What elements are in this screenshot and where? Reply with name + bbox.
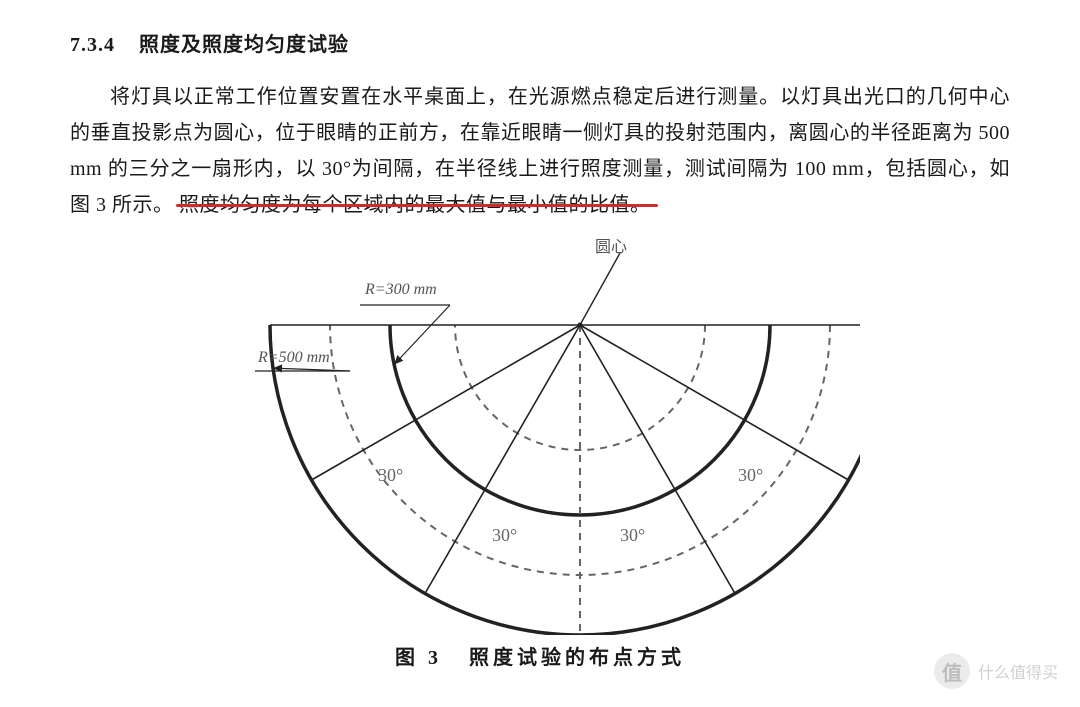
angle-label-3: 30° bbox=[620, 525, 645, 546]
radius-label-500: R=500 mm bbox=[258, 349, 330, 367]
angle-label-4: 30° bbox=[738, 465, 763, 486]
watermark-text: 什么值得买 bbox=[978, 659, 1058, 683]
figure-title: 照度试验的布点方式 bbox=[469, 647, 685, 669]
watermark: 值 什么值得买 bbox=[934, 653, 1058, 689]
angle-label-2: 30° bbox=[492, 525, 517, 546]
red-underline bbox=[176, 204, 658, 207]
figure-caption: 图 3 照度试验的布点方式 bbox=[70, 641, 1010, 670]
figure-number: 图 3 bbox=[395, 647, 442, 669]
watermark-badge-icon: 值 bbox=[934, 653, 970, 689]
section-title: 照度及照度均匀度试验 bbox=[139, 34, 349, 56]
section-heading: 7.3.4 照度及照度均匀度试验 bbox=[70, 28, 1010, 57]
body-paragraph: 将灯具以正常工作位置安置在水平桌面上，在光源燃点稳定后进行测量。以灯具出光口的几… bbox=[70, 79, 1010, 223]
section-number: 7.3.4 bbox=[70, 34, 115, 56]
figure-3: 圆心 R=300 mm R=500 mm 30° 30° 30° 30° bbox=[220, 235, 860, 635]
center-label: 圆心 bbox=[595, 233, 627, 257]
radius-label-300: R=300 mm bbox=[365, 281, 437, 299]
angle-label-1: 30° bbox=[378, 465, 403, 486]
sector-diagram-svg bbox=[220, 235, 860, 635]
